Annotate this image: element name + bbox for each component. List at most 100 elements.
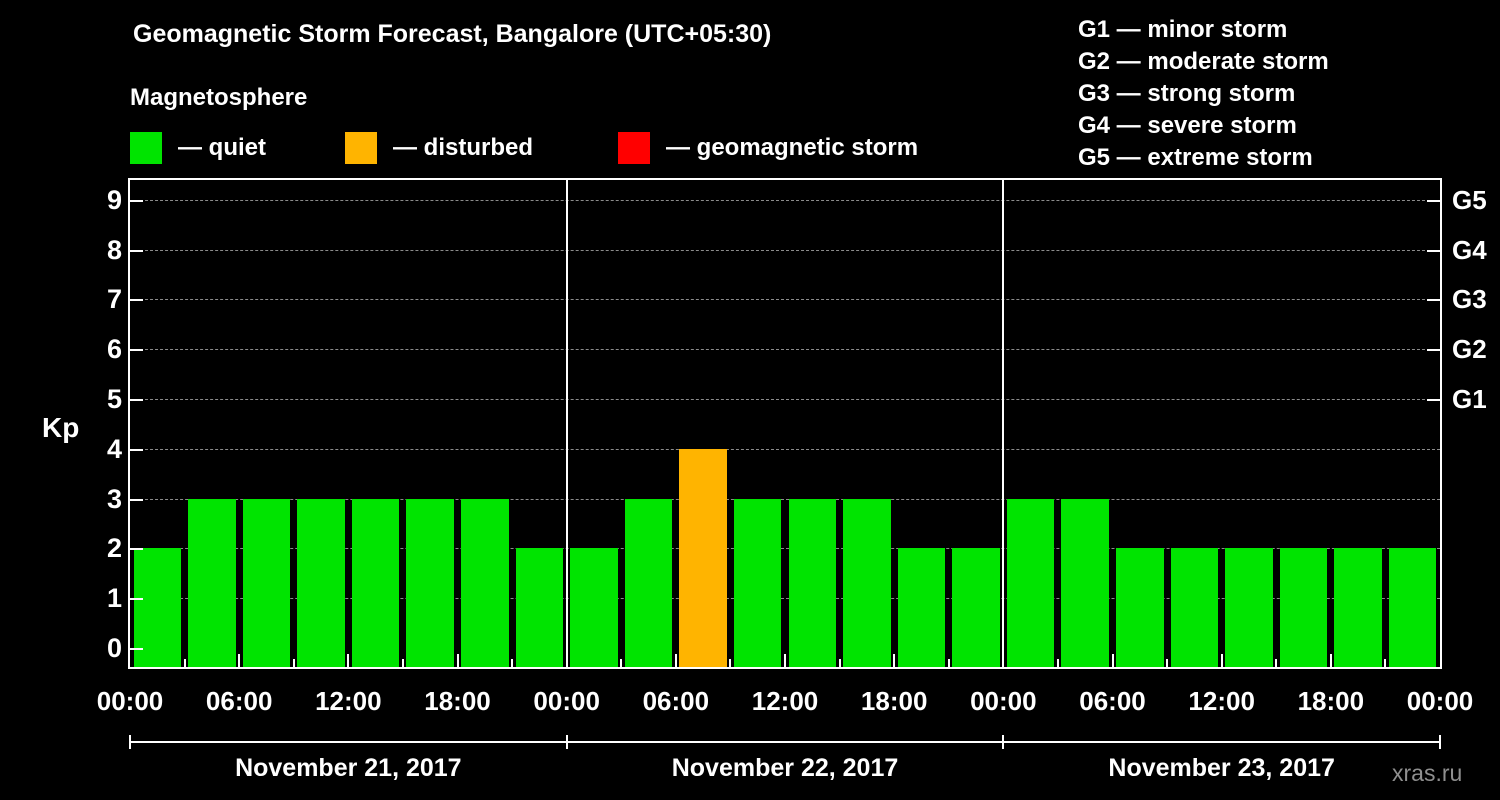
- x-axis-tick: [947, 659, 950, 667]
- y-tick-label-3: 3: [106, 483, 122, 514]
- x-tick-label: 00:00: [533, 686, 600, 716]
- date-label: November 22, 2017: [671, 754, 899, 782]
- date-label: November 23, 2017: [1108, 754, 1335, 782]
- kp-bar-3: [843, 498, 891, 667]
- kp-bar-3: [733, 498, 782, 667]
- x-tick-label: 00:00: [96, 686, 164, 716]
- day-separator: [1002, 180, 1005, 667]
- day-separator: [565, 180, 568, 667]
- g-axis-label-G1: G1: [1452, 384, 1487, 414]
- x-axis-tick: [401, 659, 404, 667]
- storm-color-swatch: [618, 132, 650, 164]
- legend-item-disturbed: — disturbed: [345, 132, 533, 164]
- date-band-line: [130, 741, 1440, 743]
- g-scale-legend: G1 — minor storm G2 — moderate storm G3 …: [1078, 14, 1329, 174]
- g-axis-label-G2: G2: [1452, 334, 1487, 365]
- kp-bar-2: [952, 548, 1000, 667]
- gridline-kp-9: [130, 199, 1440, 201]
- kp-bar-2: [515, 548, 564, 667]
- y-axis-tick: [130, 249, 143, 252]
- x-tick-label: 18:00: [424, 686, 491, 716]
- y-axis-tick: [130, 648, 143, 650]
- xras-watermark: xras.ru: [1392, 760, 1463, 786]
- y-tick-label-8: 8: [106, 234, 122, 265]
- gridline-kp-8: [130, 249, 1440, 251]
- kp-bar-2: [1116, 548, 1164, 667]
- kp-bar-2: [570, 548, 618, 667]
- y-axis-tick: [130, 399, 143, 401]
- gridline-kp-6: [130, 349, 1440, 351]
- chart-title: Geomagnetic Storm Forecast, Bangalore (U…: [133, 20, 772, 48]
- y-axis-tick: [130, 199, 143, 202]
- disturbed-color-swatch: [345, 132, 377, 164]
- legend-item-quiet: — quiet: [130, 132, 266, 164]
- kp-bar-3: [188, 498, 236, 667]
- kp-bar-3: [1006, 498, 1055, 667]
- kp-bar-2: [1334, 548, 1382, 667]
- x-tick-label: 00:00: [970, 686, 1037, 716]
- g2-legend-line: G2 — moderate storm: [1078, 48, 1329, 75]
- y-axis-tick: [130, 598, 143, 601]
- g4-legend-line: G4 — severe storm: [1078, 112, 1297, 139]
- y-axis-tick: [130, 548, 143, 551]
- x-axis-tick: [1111, 654, 1114, 667]
- x-axis-tick: [784, 654, 786, 667]
- x-tick-label: 06:00: [205, 686, 273, 716]
- y-axis-tick: [130, 498, 143, 501]
- g-axis-tick: [1427, 399, 1440, 401]
- kp-bar-2: [1170, 548, 1219, 667]
- x-axis-tick: [1275, 659, 1278, 667]
- kp-bar-4: [679, 448, 727, 667]
- x-tick-label: 18:00: [1297, 686, 1365, 716]
- kp-bar-3: [406, 498, 454, 667]
- g-axis-tick: [1427, 299, 1440, 302]
- kp-bar-2: [1225, 548, 1273, 667]
- gridline-kp-2: [130, 548, 1440, 550]
- x-axis-tick: [893, 654, 896, 667]
- date-band-tick: [1439, 735, 1441, 749]
- legend-label-storm: — geomagnetic storm: [666, 134, 919, 161]
- g-axis-tick: [1427, 249, 1440, 252]
- y-tick-label-5: 5: [106, 384, 122, 414]
- x-axis-tick: [1166, 659, 1169, 667]
- x-axis-tick: [347, 654, 350, 667]
- x-axis-tick: [1056, 659, 1059, 667]
- date-band-tick: [129, 735, 131, 749]
- gridline-kp-3: [130, 498, 1440, 500]
- x-tick-label: 12:00: [1188, 686, 1255, 716]
- magnetosphere-label: Magnetosphere: [130, 84, 308, 111]
- x-tick-label: 12:00: [751, 686, 819, 716]
- y-tick-label-4: 4: [106, 433, 122, 464]
- legend-label-quiet: — quiet: [178, 134, 266, 161]
- g-axis-tick: [1427, 349, 1440, 352]
- x-tick-label: 00:00: [1406, 686, 1474, 716]
- kp-bar-3: [351, 498, 400, 667]
- y-tick-label-1: 1: [106, 583, 122, 614]
- date-label: November 21, 2017: [235, 754, 462, 782]
- g3-legend-line: G3 — strong storm: [1078, 80, 1296, 107]
- x-axis-tick: [238, 654, 241, 667]
- g-axis-label-G3: G3: [1452, 284, 1487, 315]
- g5-legend-line: G5 — extreme storm: [1078, 144, 1313, 171]
- kp-bar-2: [133, 548, 182, 667]
- y-tick-label-2: 2: [106, 533, 122, 564]
- x-tick-label: 12:00: [315, 686, 382, 716]
- y-axis-tick: [130, 448, 143, 451]
- y-tick-label-7: 7: [106, 284, 122, 315]
- x-axis-tick: [1384, 659, 1387, 667]
- kp-bar-3: [788, 498, 837, 667]
- kp-bar-2: [897, 548, 946, 667]
- gridline-kp-7: [130, 299, 1440, 301]
- y-tick-label-6: 6: [106, 334, 122, 365]
- y-axis-tick: [130, 349, 143, 352]
- x-axis-tick: [1220, 654, 1223, 667]
- x-axis-tick: [620, 659, 623, 667]
- x-axis-tick: [511, 659, 514, 667]
- y-tick-label-9: 9: [106, 184, 122, 215]
- kp-bar-3: [624, 498, 673, 667]
- date-band-tick: [1002, 735, 1005, 749]
- kp-bar-3: [461, 498, 509, 667]
- kp-bar-3: [242, 498, 291, 667]
- x-axis-tick: [729, 659, 732, 667]
- y-axis-tick: [130, 299, 143, 302]
